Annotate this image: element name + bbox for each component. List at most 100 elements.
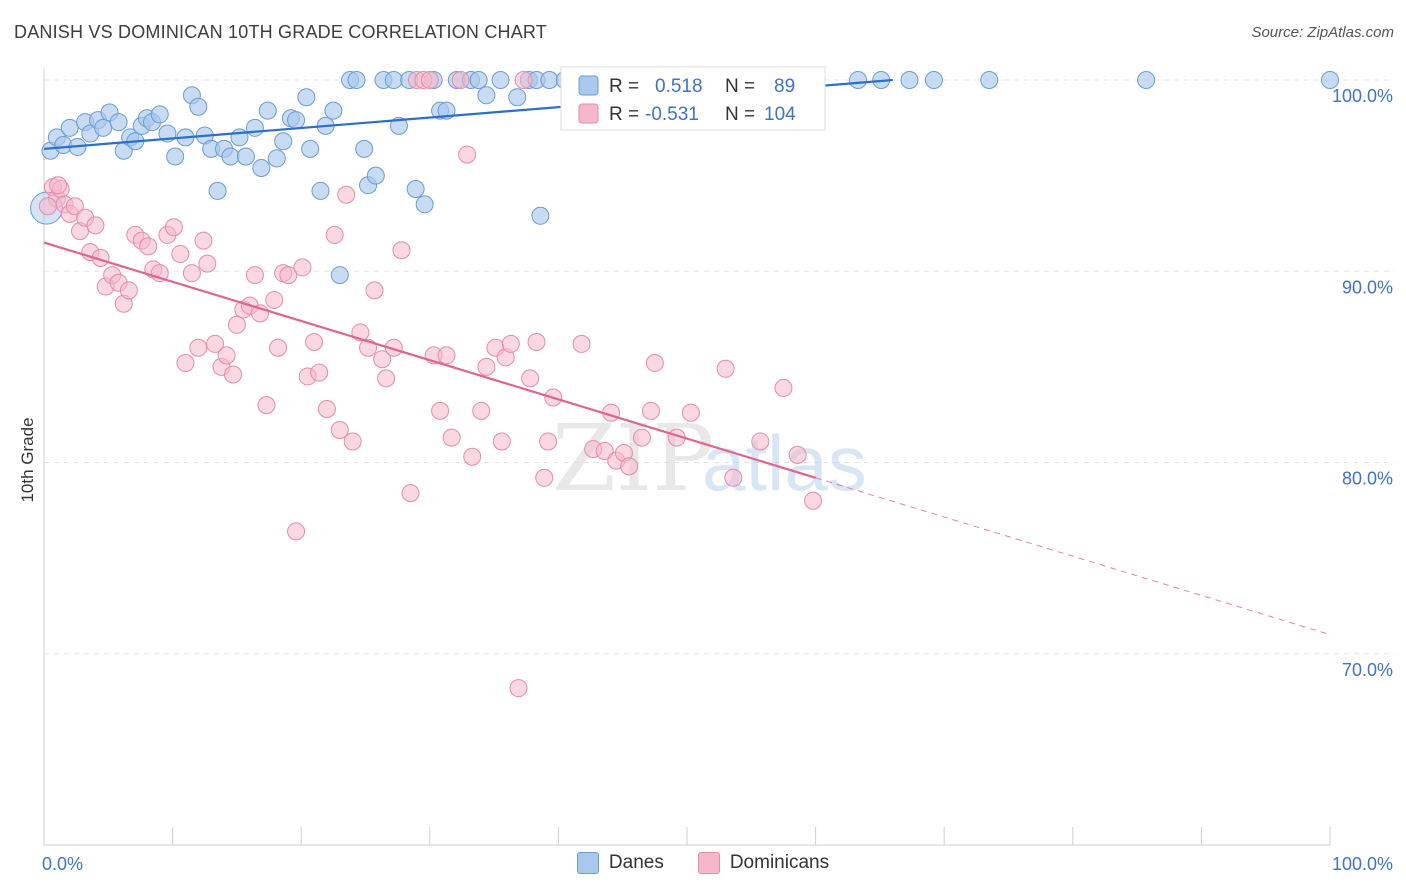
trend-lines: [43, 78, 1331, 636]
point-danes-33: [267, 149, 286, 168]
point-danes-86: [980, 71, 999, 89]
chart-title: DANISH VS DOMINICAN 10TH GRADE CORRELATI…: [14, 22, 548, 42]
stats-n-label-danes: N =: [725, 76, 755, 97]
point-dominicans-57: [377, 369, 396, 388]
point-dominicans-29: [206, 334, 225, 353]
point-dominicans-46: [305, 333, 324, 352]
point-dominicans-56: [373, 350, 392, 369]
trend-line-dominicans-extension: [815, 477, 1331, 636]
point-danes-25: [208, 181, 227, 200]
point-dominicans-44: [293, 258, 312, 277]
point-danes-45: [355, 139, 374, 158]
point-dominicans-99: [774, 378, 793, 397]
point-dominicans-72: [477, 357, 496, 376]
point-dominicans-66: [437, 346, 456, 365]
point-dominicans-15: [119, 281, 138, 300]
point-dominicans-96: [716, 359, 735, 378]
point-danes-82: [849, 71, 868, 89]
source-label: Source: ZipAtlas.com: [1251, 24, 1394, 41]
point-dominicans-9: [86, 216, 105, 235]
y-tick-labels: 100.0% 90.0% 80.0% 70.0%: [1332, 86, 1393, 680]
x-tick-label-100: 100.0%: [1332, 854, 1393, 874]
point-danes-19: [166, 147, 185, 166]
trend-line-dominicans: [43, 241, 816, 479]
point-dominicans-38: [257, 396, 276, 415]
point-dominicans-42: [279, 266, 298, 285]
stats-r-value-danes: 0.518: [655, 76, 703, 97]
point-danes-62: [508, 88, 527, 107]
point-danes-44: [347, 71, 366, 89]
point-danes-61: [491, 71, 510, 89]
point-dominicans-63: [420, 71, 439, 89]
point-dominicans-95: [681, 403, 700, 422]
point-danes-3: [60, 118, 79, 137]
point-dominicans-51: [337, 185, 356, 204]
point-danes-32: [258, 101, 277, 120]
point-dominicans-65: [431, 401, 450, 420]
point-dominicans-50: [330, 420, 349, 439]
point-dominicans-74: [492, 432, 511, 451]
x-tick-labels: 0.0% 100.0%: [42, 854, 1393, 874]
point-danes-88: [1321, 71, 1339, 89]
y-tick-label-100: 100.0%: [1332, 86, 1393, 106]
point-dominicans-90: [620, 457, 639, 476]
point-dominicans-76: [501, 334, 520, 353]
watermark-atlas: atlas: [702, 419, 867, 507]
series-dominicans: [38, 71, 823, 698]
point-dominicans-92: [641, 401, 660, 420]
point-dominicans-103: [49, 176, 68, 195]
stats-swatch-dominicans: [578, 103, 599, 124]
point-danes-31: [252, 158, 271, 177]
point-dominicans-80: [527, 333, 546, 352]
point-danes-59: [469, 71, 488, 89]
point-dominicans-93: [645, 354, 664, 373]
point-dominicans-78: [514, 71, 533, 89]
point-dominicans-77: [509, 679, 528, 698]
point-dominicans-24: [176, 354, 195, 373]
point-dominicans-26: [189, 338, 208, 357]
legend-item-dominicans: Dominicans: [697, 852, 830, 874]
point-danes-22: [189, 97, 208, 116]
point-danes-50: [389, 116, 408, 135]
point-danes-8: [94, 118, 113, 137]
point-danes-17: [150, 105, 169, 124]
point-dominicans-31: [217, 346, 236, 365]
y-axis-label: 10th Grade: [18, 417, 37, 502]
point-dominicans-52: [343, 432, 362, 451]
point-danes-34: [274, 132, 293, 151]
legend-item-danes: Danes: [576, 852, 664, 874]
stats-swatch-danes: [578, 75, 599, 96]
point-danes-66: [540, 71, 559, 89]
stats-r-label-danes: R =: [609, 76, 639, 97]
point-danes-53: [415, 195, 434, 214]
point-dominicans-47: [310, 363, 329, 382]
point-danes-65: [531, 206, 550, 225]
point-danes-36: [287, 111, 306, 130]
point-danes-38: [301, 139, 320, 158]
point-dominicans-18: [139, 237, 158, 256]
point-dominicans-23: [171, 245, 190, 264]
point-dominicans-67: [442, 428, 461, 447]
point-dominicans-48: [317, 399, 336, 418]
point-danes-10: [109, 113, 128, 132]
point-dominicans-69: [458, 145, 477, 164]
point-dominicans-68: [451, 71, 470, 89]
point-dominicans-28: [198, 254, 217, 273]
stats-n-value-danes: 89: [774, 76, 795, 97]
point-dominicans-43: [287, 522, 306, 541]
y-tick-label-90: 90.0%: [1342, 277, 1393, 297]
point-danes-41: [324, 101, 343, 120]
point-dominicans-25: [182, 264, 201, 283]
point-dominicans-82: [539, 432, 558, 451]
legend-label-dominicans: Dominicans: [729, 852, 830, 873]
stats-n-value-dominicans: 104: [764, 104, 796, 125]
point-dominicans-70: [463, 447, 482, 466]
x-tick-label-0: 0.0%: [42, 854, 83, 874]
point-danes-84: [900, 71, 919, 89]
point-dominicans-27: [194, 231, 213, 250]
legend-label-danes: Danes: [608, 852, 664, 873]
point-dominicans-71: [472, 401, 491, 420]
point-danes-85: [924, 71, 943, 89]
point-dominicans-86: [595, 442, 614, 461]
